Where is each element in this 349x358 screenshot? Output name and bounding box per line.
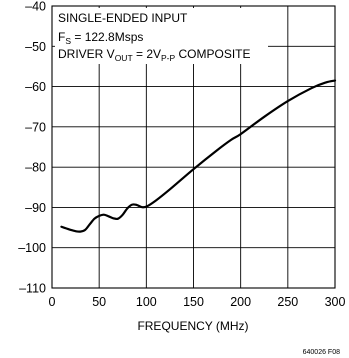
y-tick-label: –100	[18, 241, 46, 255]
x-tick-label: 250	[277, 295, 298, 309]
annotation-line-2: FS = 122.8Msps	[58, 30, 143, 46]
x-tick-label: 50	[92, 295, 106, 309]
plot-frame	[51, 5, 336, 289]
x-tick-label: 150	[183, 295, 204, 309]
y-tick-label: –90	[25, 201, 46, 215]
y-tick-label: –40	[25, 0, 46, 14]
annotation-line-1: SINGLE-ENDED INPUT	[58, 11, 188, 25]
y-tick-label: –60	[25, 80, 46, 94]
y-tick-label: –80	[25, 161, 46, 175]
x-tick-label: 300	[325, 295, 346, 309]
y-tick-label: –110	[19, 282, 46, 296]
x-tick-label: 200	[230, 295, 251, 309]
x-tick-label: 100	[136, 295, 157, 309]
series-line	[60, 79, 337, 233]
x-tick-label: 0	[49, 295, 56, 309]
x-axis-ticks: 0 50 100 150 200 250 300	[49, 295, 346, 309]
annotation-line-3: DRIVER VOUT = 2VP-P COMPOSITE	[58, 47, 251, 63]
x-axis-label: FREQUENCY (MHz)	[137, 319, 248, 333]
annotation-box	[55, 8, 268, 64]
figure-id: 640026 F08	[303, 349, 340, 356]
y-tick-label: –50	[25, 40, 46, 54]
y-axis-ticks: –40 –50 –60 –70 –80 –90 –100 –110	[18, 0, 46, 296]
y-tick-label: –70	[25, 120, 46, 134]
